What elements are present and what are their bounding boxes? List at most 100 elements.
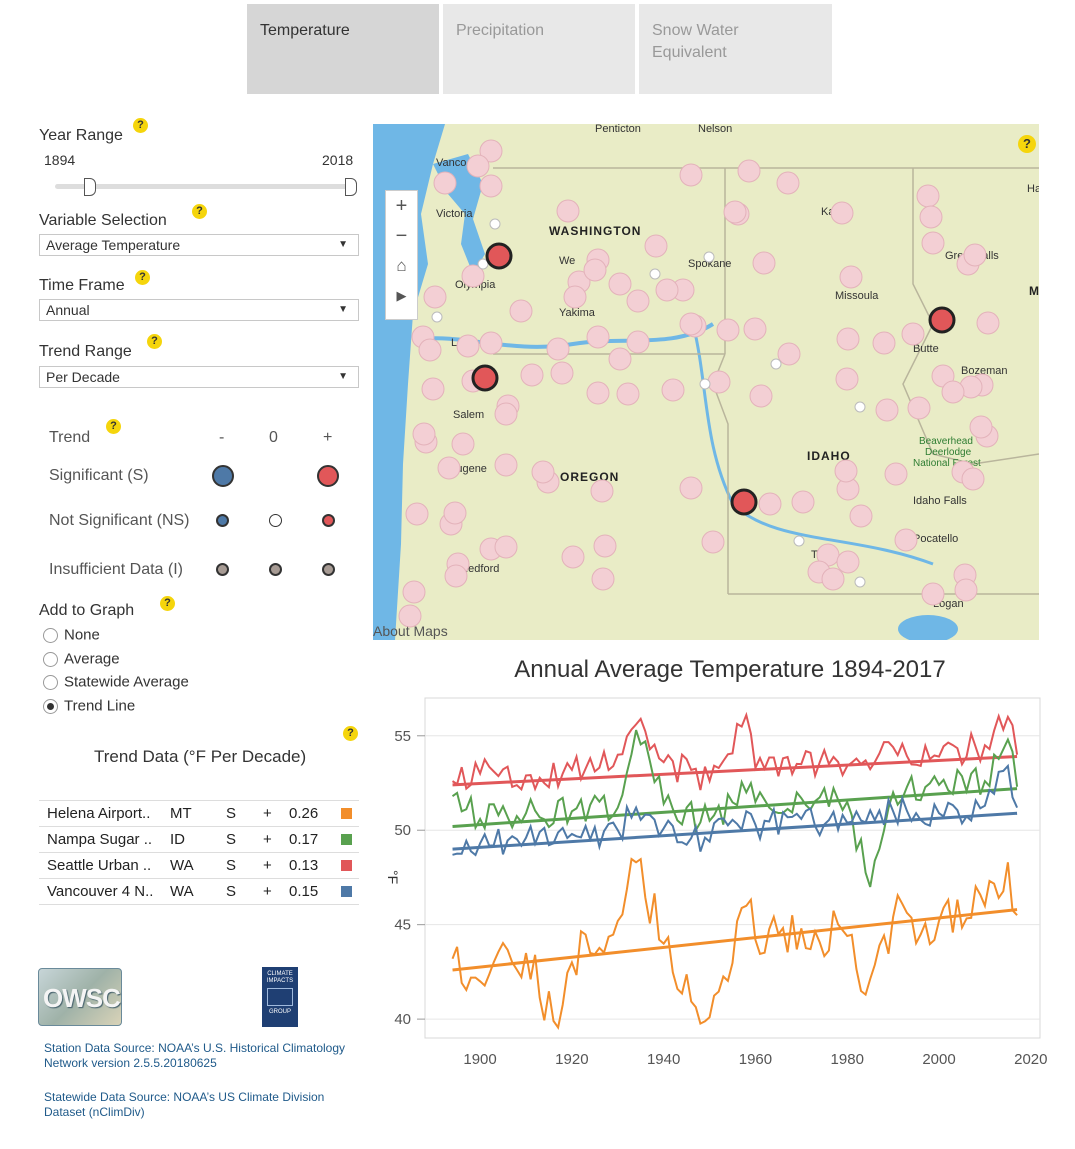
station-marker[interactable] [590,479,614,503]
station-marker[interactable] [398,604,422,628]
station-marker[interactable] [561,545,585,569]
station-marker[interactable] [466,154,490,178]
station-marker-small[interactable] [489,218,501,230]
station-marker[interactable] [461,264,485,288]
zoom-in-button[interactable]: + [395,195,408,217]
tab-temperature[interactable]: Temperature [247,4,439,94]
station-marker[interactable] [749,384,773,408]
trend-line[interactable] [452,908,1018,972]
zoom-out-button[interactable]: − [395,225,408,247]
station-marker[interactable] [405,502,429,526]
station-marker[interactable] [743,317,767,341]
station-marker[interactable] [412,422,436,446]
significant-station-marker[interactable] [730,488,758,516]
station-marker-small[interactable] [649,268,661,280]
radio-trend-line-circle[interactable] [43,698,58,714]
station-marker[interactable] [875,398,899,422]
station-marker[interactable] [916,184,940,208]
trend-line[interactable] [452,755,1018,787]
station-marker[interactable] [563,285,587,309]
station-marker[interactable] [586,325,610,349]
radio-trend-line[interactable]: Trend Line [43,697,135,717]
station-marker[interactable] [616,382,640,406]
station-marker[interactable] [443,501,467,525]
station-marker[interactable] [884,462,908,486]
radio-statewide-average-circle[interactable] [43,674,58,690]
station-marker[interactable] [907,396,931,420]
table-row[interactable]: Vancouver 4 N.. WA S + 0.15 [39,879,359,905]
station-markers[interactable] [398,139,1000,628]
station-marker[interactable] [626,330,650,354]
significant-station-marker[interactable] [471,364,499,392]
add-to-graph-help-icon[interactable]: ? [160,596,175,611]
station-marker-small[interactable] [699,378,711,390]
station-marker[interactable] [608,347,632,371]
cig-logo[interactable]: CLIMATE IMPACTS GROUP [262,967,298,1027]
station-marker[interactable] [921,231,945,255]
station-marker-small[interactable] [854,576,866,588]
station-marker[interactable] [402,580,426,604]
station-marker[interactable] [456,334,480,358]
station-marker[interactable] [423,285,447,309]
year-end-handle[interactable] [345,178,357,196]
station-marker[interactable] [737,159,761,183]
station-marker-small[interactable] [477,258,489,270]
series-line[interactable] [452,763,1019,857]
owsc-logo[interactable]: OWSC [38,968,122,1026]
station-marker[interactable] [872,331,896,355]
station-marker[interactable] [919,205,943,229]
station-marker[interactable] [839,265,863,289]
tab-snow-water-equivalent[interactable]: Snow Water Equivalent [639,4,832,94]
significant-station-marker[interactable] [928,306,956,334]
temperature-chart[interactable]: 40 45 50 55 1900 1920 1940 1960 1980 2000 2020 °F [370,690,1050,1085]
station-marker[interactable] [479,331,503,355]
station-marker[interactable] [644,234,668,258]
significant-station-marker[interactable] [485,242,513,270]
station-marker[interactable] [830,201,854,225]
play-button[interactable]: ▶ [396,288,407,303]
station-marker-small[interactable] [703,251,715,263]
station-marker[interactable] [894,528,918,552]
station-marker[interactable] [954,578,978,602]
station-marker[interactable] [550,361,574,385]
station-marker[interactable] [707,370,731,394]
station-marker[interactable] [777,342,801,366]
station-marker[interactable] [835,367,859,391]
station-marker[interactable] [418,338,442,362]
statewide-data-source[interactable]: Statewide Data Source: NOAA’s US Climate… [44,1090,324,1120]
station-marker[interactable] [723,200,747,224]
station-marker[interactable] [661,378,685,402]
station-marker[interactable] [921,582,945,606]
station-data-source[interactable]: Station Data Source: NOAA’s U.S. Histori… [44,1041,345,1071]
station-marker[interactable] [834,459,858,483]
station-marker[interactable] [494,402,518,426]
map-help-icon[interactable]: ? [1018,135,1036,153]
station-marker[interactable] [941,380,965,404]
station-marker[interactable] [976,311,1000,335]
year-range-track[interactable] [55,184,351,189]
home-button[interactable]: ⌂ [396,256,407,275]
trend-line[interactable] [452,811,1018,851]
station-marker[interactable] [444,564,468,588]
radio-statewide-average[interactable]: Statewide Average [43,673,189,693]
station-marker[interactable] [679,312,703,336]
station-marker[interactable] [849,504,873,528]
table-row[interactable]: Helena Airport.. MT S + 0.26 [39,801,359,827]
series-line[interactable] [451,857,1018,1030]
station-marker[interactable] [961,467,985,491]
table-row[interactable]: Nampa Sugar .. ID S + 0.17 [39,827,359,853]
station-marker[interactable] [556,199,580,223]
station-marker[interactable] [494,453,518,477]
station-marker-small[interactable] [431,311,443,323]
station-marker[interactable] [969,415,993,439]
trend-line[interactable] [452,787,1018,828]
station-marker[interactable] [479,139,503,163]
station-marker[interactable] [586,381,610,405]
time-frame-help-icon[interactable]: ? [135,270,150,285]
station-marker[interactable] [701,530,725,554]
variable-select[interactable]: Average Temperature ▼ [39,234,359,256]
station-marker[interactable] [776,171,800,195]
trend-range-select[interactable]: Per Decade ▼ [39,366,359,388]
station-marker[interactable] [520,363,544,387]
station-marker[interactable] [421,377,445,401]
